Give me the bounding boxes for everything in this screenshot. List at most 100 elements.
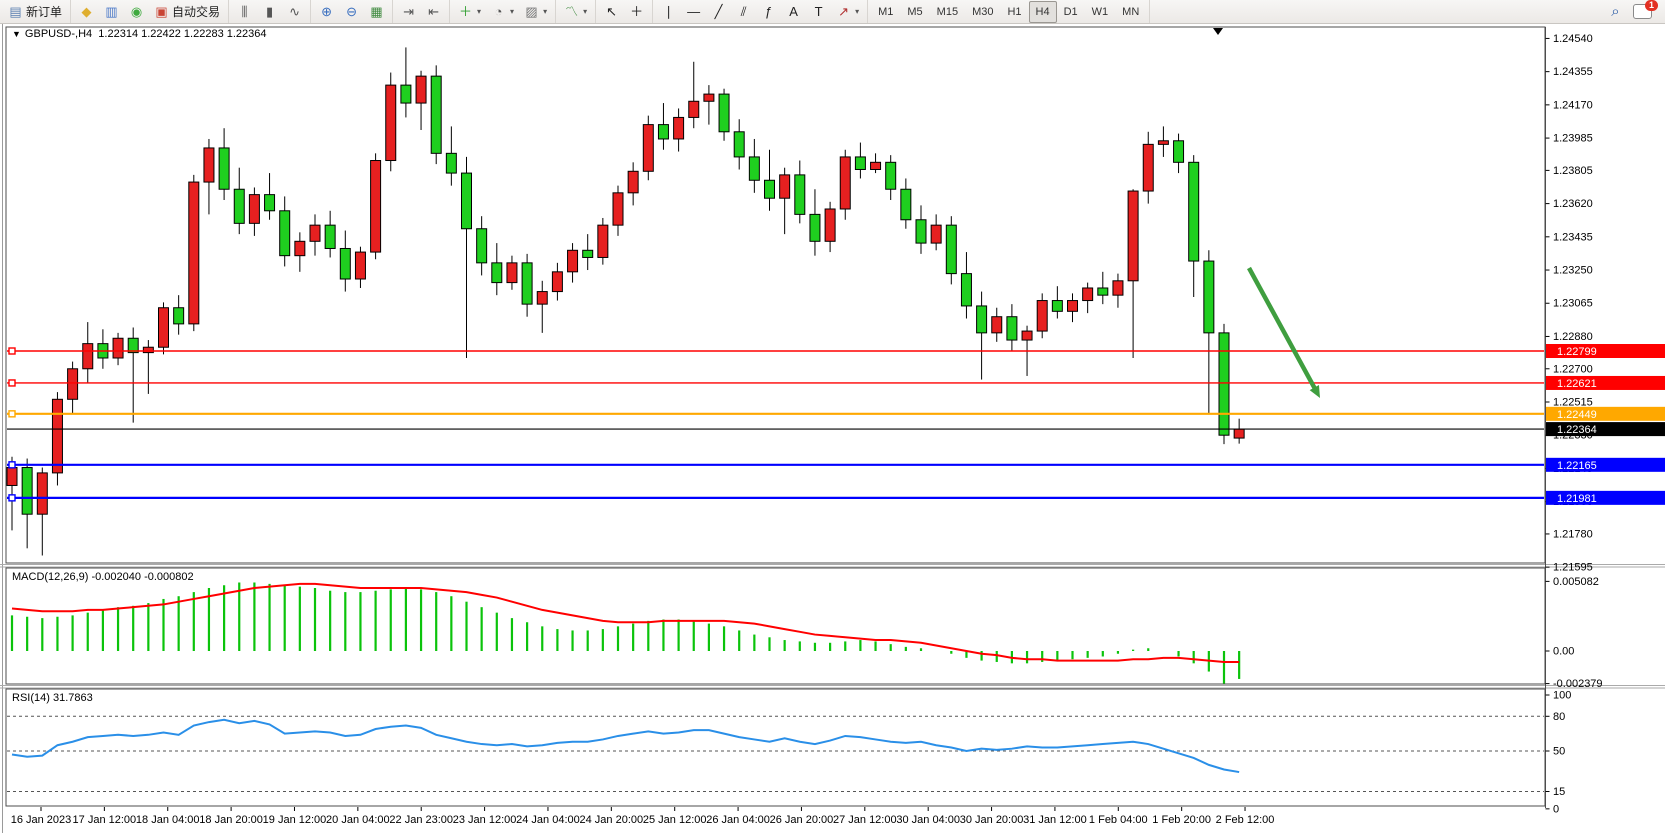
line-handle[interactable]	[8, 347, 16, 355]
candle-body[interactable]	[1051, 300, 1063, 312]
candle-body[interactable]	[279, 210, 291, 257]
new-order-button[interactable]: ▤ 新订单	[3, 1, 67, 23]
candle-body[interactable]	[127, 337, 139, 354]
candle-body[interactable]	[839, 156, 851, 210]
candle-body[interactable]	[1097, 287, 1109, 296]
chat-button[interactable]: 1	[1628, 0, 1658, 21]
cursor-button[interactable]: ↖	[599, 1, 624, 23]
line-handle[interactable]	[8, 461, 16, 469]
new-chart-button[interactable]: ＋ ▾	[453, 1, 486, 23]
profile-button[interactable]: ◆	[74, 1, 99, 23]
time-axis-label[interactable]: 31 Jan 12:00	[1023, 814, 1087, 826]
candle-body[interactable]	[324, 224, 336, 249]
candle-body[interactable]	[627, 170, 639, 194]
time-axis-label[interactable]: 19 Jan 12:00	[263, 814, 327, 826]
candle-body[interactable]	[233, 188, 245, 224]
market-watch-button[interactable]: ▥	[99, 1, 124, 23]
candle-body[interactable]	[445, 152, 457, 174]
candle-body[interactable]	[294, 240, 306, 257]
time-axis-label[interactable]: 30 Jan 04:00	[896, 814, 960, 826]
time-axis-label[interactable]: 20 Jan 04:00	[326, 814, 390, 826]
template-button[interactable]: ▨ ▾	[519, 1, 552, 23]
candle-body[interactable]	[582, 249, 594, 258]
candle-body[interactable]	[218, 147, 230, 190]
chevron-down-icon[interactable]: ▾	[583, 6, 588, 16]
tile-windows-button[interactable]: ▦	[364, 1, 389, 23]
candle-body[interactable]	[385, 84, 397, 162]
down-arrow-annotation[interactable]	[1247, 266, 1318, 391]
chevron-down-icon[interactable]: ▾	[855, 6, 860, 16]
candle-body[interactable]	[248, 194, 260, 224]
candle-body[interactable]	[521, 262, 533, 305]
search-icon[interactable]: ⌕	[1611, 2, 1620, 20]
time-axis-label[interactable]: 24 Jan 04:00	[516, 814, 580, 826]
candle-body[interactable]	[1173, 140, 1185, 163]
candle-body[interactable]	[264, 194, 276, 212]
crosshair-button[interactable]: ＋	[624, 1, 649, 23]
candlestick-chart-button[interactable]: ▮	[257, 1, 282, 23]
candle-body[interactable]	[551, 271, 563, 293]
candle-body[interactable]	[1218, 332, 1230, 436]
candle-body[interactable]	[794, 174, 806, 215]
candle-body[interactable]	[642, 124, 654, 172]
auto-scroll-button[interactable]: ⇥	[396, 1, 421, 23]
candle-body[interactable]	[536, 291, 548, 305]
candle-body[interactable]	[67, 368, 79, 400]
candle-body[interactable]	[900, 188, 912, 221]
candle-body[interactable]	[779, 174, 791, 199]
candle-body[interactable]	[673, 116, 685, 140]
candle-body[interactable]	[21, 467, 33, 515]
candle-body[interactable]	[885, 161, 897, 190]
text-button[interactable]: A	[781, 1, 806, 23]
candle-body[interactable]	[945, 224, 957, 275]
candle-body[interactable]	[506, 262, 518, 284]
candle-body[interactable]	[203, 147, 215, 183]
candle-body[interactable]	[1142, 143, 1154, 192]
candle-body[interactable]	[764, 179, 775, 199]
chart-shift-button[interactable]: ⇤	[421, 1, 446, 23]
candle-body[interactable]	[915, 219, 927, 244]
line-handle[interactable]	[8, 410, 16, 418]
candle-body[interactable]	[657, 124, 669, 140]
line-handle[interactable]	[8, 379, 16, 387]
candle-body[interactable]	[870, 161, 882, 170]
zoom-in-button[interactable]: ⊕	[314, 1, 339, 23]
candle-body[interactable]	[461, 172, 472, 230]
chart-canvas[interactable]: 1.24540 1.24355 1.24170 1.23985 1.23805 1.236…	[0, 24, 1665, 833]
indicators-button[interactable]: 〽 ▾	[559, 1, 592, 23]
time-axis-label[interactable]: 26 Jan 20:00	[770, 814, 834, 826]
candle-body[interactable]	[51, 398, 63, 474]
timeframe-m30[interactable]: M30	[972, 5, 994, 18]
time-axis-label[interactable]: 22 Jan 23:00	[389, 814, 453, 826]
candle-body[interactable]	[188, 181, 200, 325]
candle-body[interactable]	[430, 75, 442, 154]
autotrade-button[interactable]: ▣ 自动交易	[149, 1, 225, 23]
arrows-button[interactable]: ↗ ▾	[831, 1, 864, 23]
candle-body[interactable]	[1006, 316, 1018, 341]
candle-body[interactable]	[567, 249, 579, 273]
candle-body[interactable]	[112, 337, 124, 359]
vertical-line-button[interactable]: ∣	[656, 1, 681, 23]
chevron-down-icon[interactable]: ▾	[477, 6, 482, 16]
candle-body[interactable]	[142, 346, 154, 354]
candle-body[interactable]	[960, 273, 972, 307]
line-chart-button[interactable]: ∿	[282, 1, 307, 23]
time-axis-label[interactable]: 16 Jan 2023	[11, 814, 72, 826]
timeframe-w1[interactable]: W1	[1091, 5, 1109, 18]
candle-body[interactable]	[354, 251, 366, 280]
chart-title-caret-icon[interactable]: ▼	[12, 29, 21, 39]
candle-body[interactable]	[82, 343, 94, 370]
bar-chart-button[interactable]: ⫼	[232, 1, 257, 23]
candle-body[interactable]	[1203, 260, 1215, 334]
timeframe-d1[interactable]: D1	[1063, 5, 1078, 18]
candle-body[interactable]	[991, 316, 1003, 334]
down-arrow-head[interactable]	[1309, 385, 1320, 398]
candle-body[interactable]	[400, 84, 412, 104]
candle-body[interactable]	[158, 307, 169, 348]
candle-body[interactable]	[1157, 140, 1169, 145]
candle-body[interactable]	[1021, 330, 1033, 341]
time-axis-label[interactable]: 18 Jan 20:00	[199, 814, 263, 826]
candle-body[interactable]	[733, 131, 745, 158]
candle-body[interactable]	[718, 93, 730, 133]
time-axis-label[interactable]: 17 Jan 12:00	[73, 814, 137, 826]
